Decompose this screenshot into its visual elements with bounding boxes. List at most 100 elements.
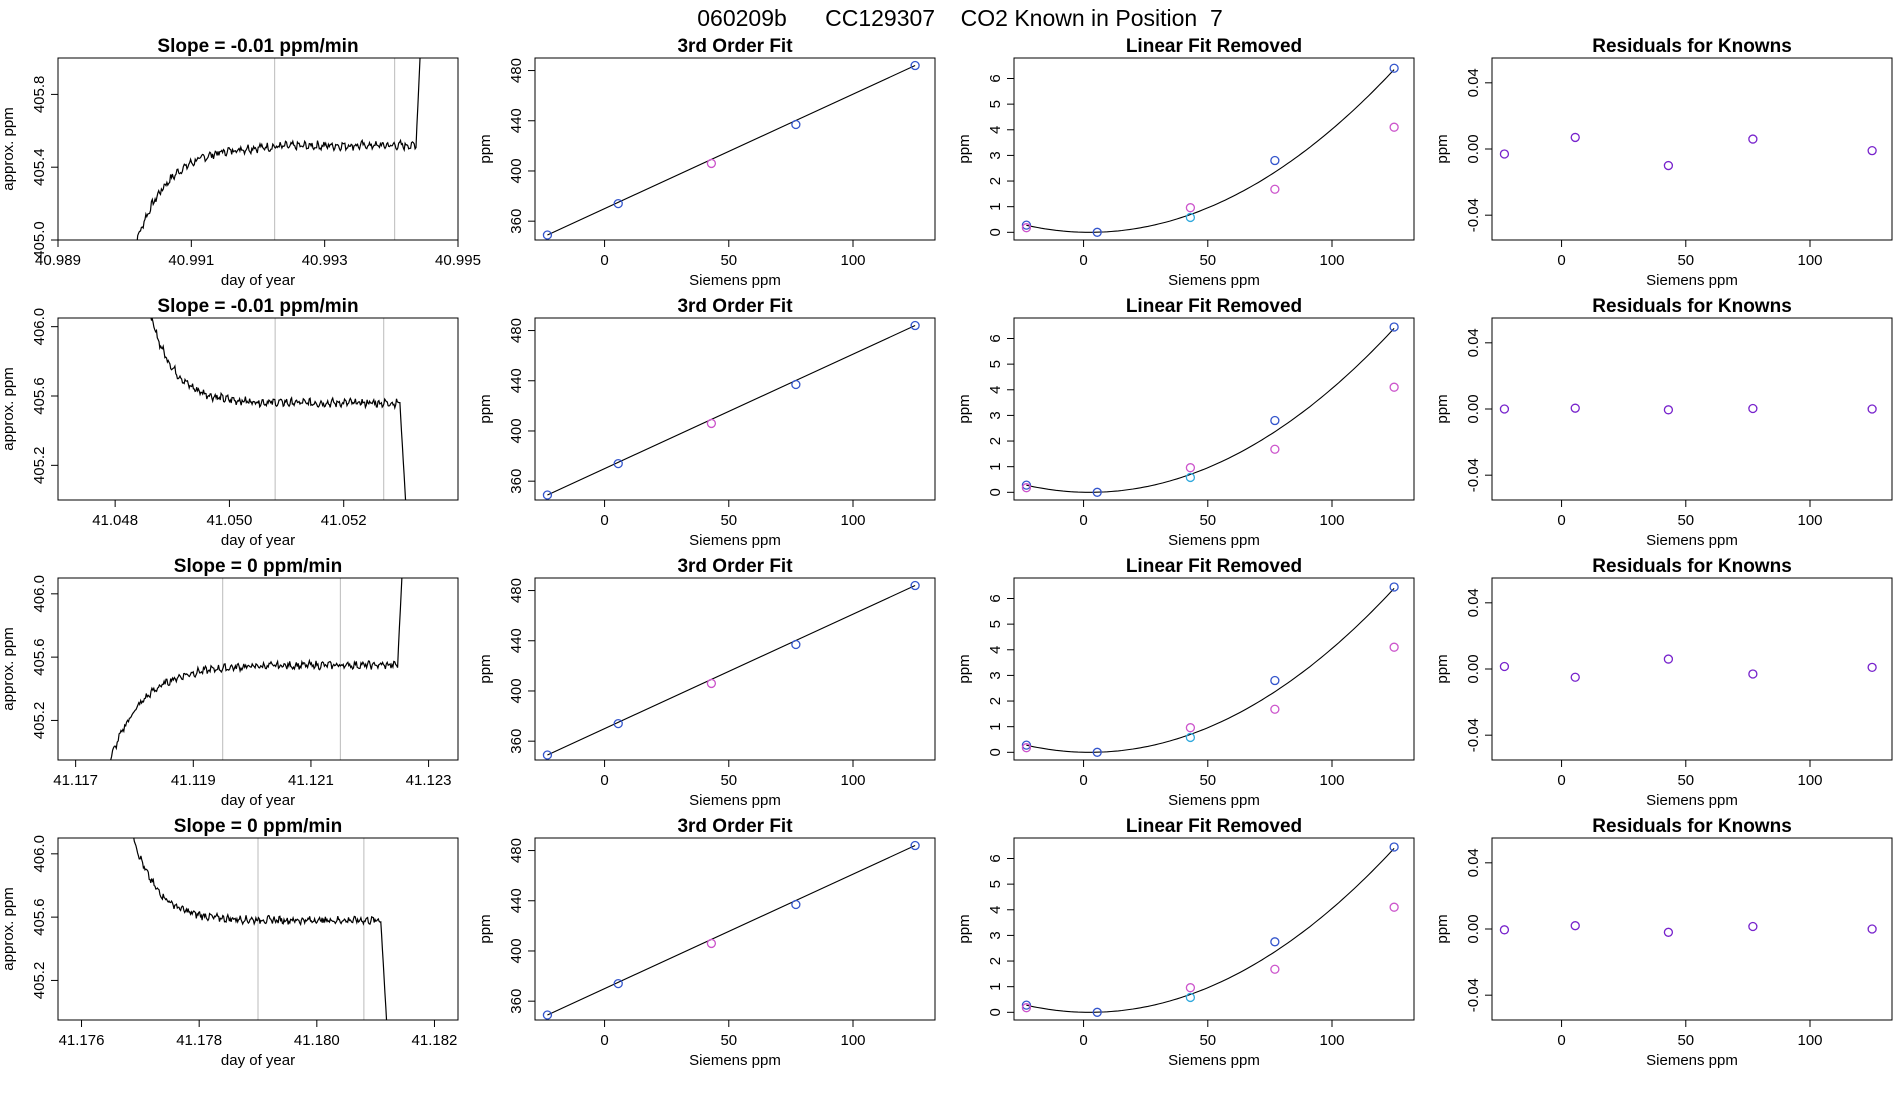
data-point — [1021, 740, 1032, 750]
y-tick-label: -0.04 — [1465, 718, 1482, 752]
x-axis-label: Siemens ppm — [1168, 1052, 1260, 1069]
data-point — [706, 158, 717, 169]
data-point — [706, 418, 717, 429]
x-tick-label: 41.178 — [176, 1032, 222, 1049]
data-point — [1270, 444, 1280, 454]
y-tick-label: 4 — [987, 386, 1004, 394]
x-axis-label: Siemens ppm — [1168, 532, 1260, 549]
panel-1-2: Linear Fit Removed Siemens ppm ppm 0 50 100 0 1… — [956, 296, 1415, 549]
y-tick-label: 3 — [987, 931, 1004, 939]
y-tick-label: 1 — [987, 203, 1004, 211]
data-point — [1867, 662, 1877, 672]
data-point — [542, 230, 553, 240]
y-tick-label: 405.8 — [31, 76, 48, 114]
concentration-trace — [136, 58, 421, 240]
panel-2-2: Linear Fit Removed Siemens ppm ppm 0 50 100 0 1… — [956, 556, 1415, 809]
y-axis-label: ppm — [477, 394, 494, 423]
x-tick-label: 50 — [1677, 252, 1694, 269]
plot-area — [1021, 63, 1399, 237]
data-point — [1185, 212, 1196, 223]
data-point — [1021, 220, 1032, 230]
data-point — [542, 750, 553, 760]
data-point — [1389, 322, 1399, 332]
y-tick-label: 0.00 — [1465, 134, 1482, 163]
y-tick-label: 405.6 — [31, 638, 48, 676]
y-tick-label: 405.2 — [31, 447, 48, 485]
plot-area — [542, 580, 920, 760]
fit-curve — [1026, 848, 1395, 1013]
x-axis-label: Siemens ppm — [1646, 1052, 1738, 1069]
x-tick-label: 50 — [1199, 1032, 1216, 1049]
y-axis-label: approx. ppm — [0, 887, 17, 970]
y-tick-label: 405.2 — [31, 962, 48, 1000]
data-point — [1389, 63, 1399, 73]
plot-area — [1021, 322, 1399, 497]
y-axis-label: ppm — [1434, 134, 1451, 163]
y-tick-label: 6 — [987, 334, 1004, 342]
data-point — [1748, 403, 1758, 414]
x-tick-label: 41.121 — [288, 772, 334, 789]
panel-1-3: Residuals for Knowns Siemens ppm ppm 0 50 100… — [1434, 296, 1893, 549]
panel-title: 3rd Order Fit — [677, 556, 793, 577]
x-tick-label: 41.119 — [171, 772, 216, 789]
plot-area — [542, 320, 920, 500]
data-point — [1185, 472, 1196, 483]
panel-title: Residuals for Knowns — [1592, 816, 1792, 837]
plot-frame — [534, 577, 936, 761]
plot-frame — [1491, 577, 1893, 761]
y-axis-label: ppm — [477, 134, 494, 163]
data-point — [1270, 415, 1280, 426]
y-tick-label: 3 — [987, 151, 1004, 159]
y-tick-label: 0 — [987, 488, 1004, 496]
y-tick-label: 406.0 — [31, 575, 48, 613]
y-tick-label: 0 — [987, 1008, 1004, 1016]
panel-0-3: Residuals for Knowns Siemens ppm ppm 0 50 100… — [1434, 36, 1893, 289]
data-point — [542, 1010, 553, 1020]
data-point — [613, 458, 623, 469]
y-tick-label: 1 — [987, 983, 1004, 991]
data-point — [706, 938, 717, 949]
data-point — [910, 60, 920, 71]
y-tick-label: 440 — [508, 628, 525, 653]
panel-title: 3rd Order Fit — [677, 816, 793, 837]
data-point — [1389, 642, 1399, 652]
y-tick-label: 4 — [987, 126, 1004, 134]
plot-frame — [57, 577, 459, 761]
plot-area — [150, 318, 407, 500]
concentration-trace — [133, 838, 388, 1020]
x-tick-label: 41.050 — [206, 512, 252, 529]
plot-area — [1499, 654, 1877, 682]
data-point — [1748, 921, 1758, 932]
x-tick-label: 40.993 — [302, 252, 348, 269]
y-axis-label: ppm — [956, 394, 973, 423]
panel-title: Linear Fit Removed — [1126, 296, 1302, 317]
x-tick-label: 0 — [600, 1032, 608, 1049]
data-point — [1185, 992, 1196, 1003]
data-point — [1499, 661, 1510, 672]
y-tick-label: 6 — [987, 74, 1004, 82]
y-tick-label: 480 — [508, 838, 525, 863]
x-axis-label: day of year — [221, 792, 295, 809]
x-tick-label: 50 — [720, 1032, 737, 1049]
y-tick-label: 405.6 — [31, 377, 48, 415]
y-tick-label: -0.04 — [1465, 198, 1482, 232]
x-tick-label: 100 — [1319, 252, 1344, 269]
data-point — [1270, 964, 1280, 974]
x-tick-label: 0 — [1557, 252, 1565, 269]
data-point — [1389, 122, 1399, 132]
y-tick-label: 0.00 — [1465, 654, 1482, 683]
y-tick-label: 0 — [987, 228, 1004, 236]
x-tick-label: 100 — [1319, 1032, 1344, 1049]
x-axis-label: Siemens ppm — [1646, 532, 1738, 549]
plot-frame — [57, 837, 459, 1021]
data-point — [1570, 921, 1580, 931]
data-point — [910, 320, 920, 331]
y-tick-label: 406.0 — [31, 835, 48, 873]
panel-2-1: 3rd Order Fit Siemens ppm ppm 0 50 100 360 400 4… — [477, 556, 936, 809]
x-tick-label: 41.048 — [92, 512, 138, 529]
panel-title: Slope = 0 ppm/min — [174, 556, 342, 577]
x-tick-label: 40.991 — [168, 252, 214, 269]
data-point — [791, 639, 801, 650]
fit-line — [547, 325, 916, 496]
